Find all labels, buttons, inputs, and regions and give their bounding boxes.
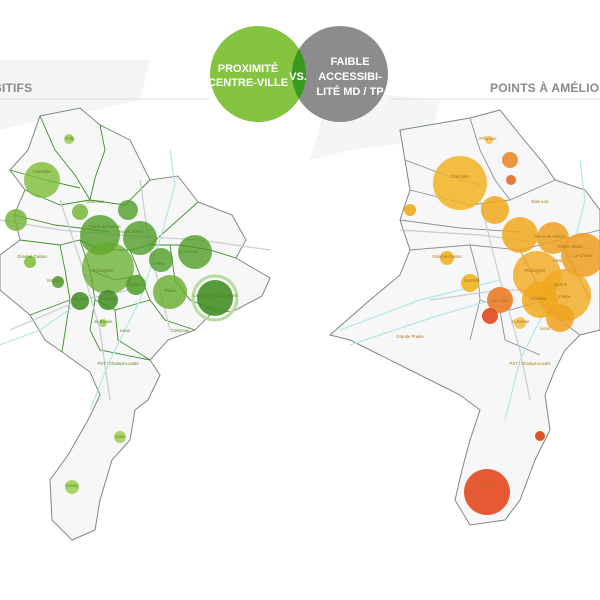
district-label: Lieux (540, 326, 551, 331)
bubble (197, 280, 233, 316)
district-label: Grande Prairie (396, 334, 424, 339)
district-label: Pellaugière (525, 268, 547, 273)
bubble (24, 256, 36, 268)
district-label: Les Isles (72, 296, 89, 301)
district-label: Ancien Stand (558, 244, 584, 249)
district-label: Gare-Lac (86, 199, 103, 204)
district-label: Cossonay (171, 328, 191, 333)
bubble (502, 152, 518, 168)
district-label: Pierre-de-Savoie (89, 224, 121, 229)
district-label: Fleur (155, 261, 165, 266)
district-label: Les Saules-Cordelières (193, 293, 237, 298)
proximity-label-line-2: CENTRE-VILLE (208, 77, 288, 89)
lake-area (0, 60, 150, 130)
district-label: Chamblon (32, 169, 52, 174)
proximity-label-line-1: PROXIMITÉ (218, 62, 279, 75)
right-map-title: POINTS À AMÉLIORER (490, 81, 600, 95)
right-map: Prilly-Lac Chamblon Gare-Lac Pierre-de-Savo… (310, 90, 600, 526)
district-label: Montélly (464, 278, 480, 283)
district-label: Chamblon (450, 174, 470, 179)
district-label: Jardins (128, 282, 142, 287)
district-label: Fleur (553, 258, 563, 263)
left-commune-outline (0, 107, 271, 541)
bubble (404, 204, 416, 216)
district-label: Gare (115, 434, 125, 439)
bubble (506, 175, 516, 185)
bubble (64, 134, 74, 144)
bubble (487, 287, 513, 313)
district-label: Général-Guisan (432, 254, 462, 259)
district-label: Prilly-Lac (479, 136, 496, 141)
bubble (461, 274, 479, 292)
district-label: Plaine (559, 294, 571, 299)
district-label: Jo-Savoie (94, 319, 113, 324)
bubble (464, 469, 510, 515)
bubble (114, 431, 126, 443)
district-label: Le Cheval (179, 249, 198, 254)
bubble (482, 308, 498, 324)
bubble (5, 209, 27, 231)
bubble (433, 156, 487, 210)
bubble (537, 222, 569, 254)
bubble (98, 290, 118, 310)
district-label: Pellaugière (93, 268, 115, 273)
bubble (99, 319, 107, 327)
accessibility-label-line-3: LITÉ MD / TP (316, 85, 383, 98)
district-label: Lieux (120, 328, 131, 333)
bubble (118, 200, 138, 220)
left-map: Prilly Chamblon Gare-Lac Pierre-de-SavoieAn… (0, 60, 271, 541)
district-label: Gare (535, 434, 545, 439)
district-label: Pierre-de-Savoie (534, 234, 566, 239)
district-label: Ancien Stand (118, 229, 144, 234)
district-label: Le Cheval (574, 253, 593, 258)
bubble (82, 242, 134, 294)
district-label: Gare-Lac (531, 199, 548, 204)
district-label: PST / Champs-Lovats (98, 361, 139, 366)
right-district-labels: Prilly-Lac Chamblon Gare-Lac Pierre-de-Savo… (396, 136, 592, 488)
district-label: PST / Champs-Lovats (510, 361, 551, 366)
left-map-title: POSITIFS (0, 81, 33, 95)
bubble (65, 480, 79, 494)
bubble (123, 221, 157, 255)
right-orange-bubbles (404, 136, 600, 515)
bubble-halo (191, 274, 239, 322)
bubble (481, 196, 509, 224)
district-label: Prilly (65, 136, 75, 141)
bubble (24, 162, 60, 198)
bubble (514, 317, 526, 329)
bubble (546, 304, 574, 332)
bubble (126, 275, 146, 295)
bubble (440, 251, 454, 265)
district-label: Les Isles (492, 298, 509, 303)
left-district-labels: Prilly Chamblon Gare-Lac Pierre-de-SavoieAn… (17, 136, 237, 488)
district-label: Montélly (47, 278, 63, 283)
bubble (72, 204, 88, 220)
district-label: Gressy (479, 483, 493, 488)
right-commune-outline (328, 109, 600, 526)
proximity-circle (210, 26, 306, 122)
bubble (535, 431, 545, 441)
left-green-bubbles (5, 134, 239, 494)
bubble (149, 248, 173, 272)
district-label: Jo-Savoie (511, 319, 530, 324)
district-label: Lombard (530, 296, 547, 301)
district-label: Général-Guisan (17, 254, 47, 259)
accessibility-label-line-1: FAIBLE (330, 56, 369, 68)
bubble (153, 275, 187, 309)
bubble (71, 292, 89, 310)
district-label: Lombard (100, 296, 117, 301)
vs-label: VS. (289, 71, 307, 83)
header-venn: PROXIMITÉ CENTRE-VILLE VS. FAIBLE ACCESS… (208, 26, 388, 122)
district-label: Jardins (553, 282, 567, 287)
district-label: Plaine (164, 288, 176, 293)
bubble (52, 276, 64, 288)
district-label: Gressy (65, 483, 79, 488)
accessibility-label-line-2: ACCESSIBI- (318, 71, 382, 83)
bubble (485, 136, 493, 144)
accessibility-circle (292, 26, 388, 122)
bubble (178, 235, 212, 269)
bubble (561, 233, 600, 277)
bubble (502, 217, 538, 253)
